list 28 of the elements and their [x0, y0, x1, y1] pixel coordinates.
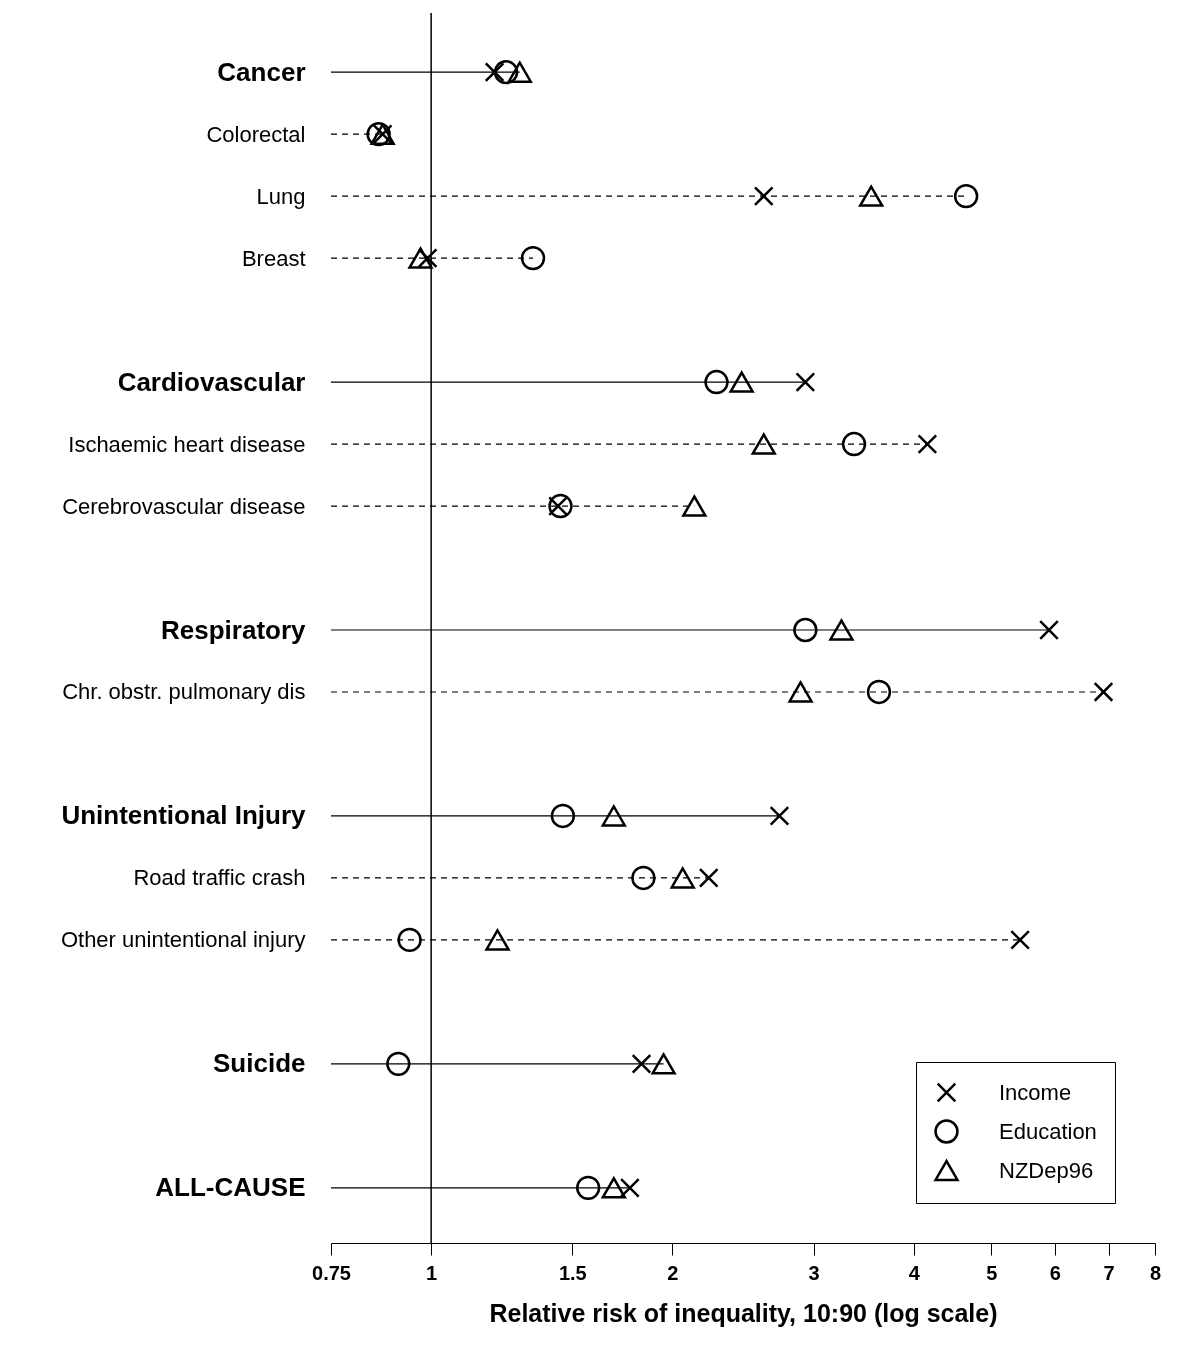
y-tick-label: Road traffic crash	[133, 865, 306, 891]
y-tick-label: Lung	[256, 183, 306, 209]
x-axis-title: Relative risk of inequality, 10:90 (log scale)	[489, 1298, 998, 1327]
y-tick-label: Unintentional Injury	[61, 800, 307, 831]
legend-label: NZDep96	[999, 1157, 1094, 1183]
x-tick-label: 0.75	[312, 1261, 351, 1284]
legend-label: Education	[999, 1118, 1097, 1144]
y-tick-label: Cardiovascular	[117, 366, 306, 397]
y-tick-label: ALL-CAUSE	[155, 1172, 306, 1203]
y-tick-label: Chr. obstr. pulmonary dis	[62, 679, 306, 705]
legend-label: Income	[999, 1079, 1072, 1105]
x-tick-label: 5	[986, 1261, 998, 1284]
y-tick-label: Ischaemic heart disease	[68, 431, 306, 457]
x-tick-label: 2	[667, 1261, 679, 1284]
x-tick-label: 7	[1103, 1261, 1115, 1284]
x-tick-label: 8	[1149, 1261, 1162, 1284]
y-tick-label: Respiratory	[161, 614, 307, 645]
y-tick-label: Colorectal	[206, 121, 306, 147]
y-tick-label: Breast	[241, 245, 306, 271]
x-tick-label: 1	[426, 1261, 438, 1284]
y-tick-label: Cancer	[217, 56, 306, 87]
x-tick-label: 3	[808, 1261, 820, 1284]
y-tick-label: Other unintentional injury	[60, 927, 306, 953]
x-tick-label: 6	[1049, 1261, 1061, 1284]
x-tick-label: 1.5	[558, 1261, 587, 1284]
x-tick-label: 4	[908, 1261, 921, 1284]
y-tick-label: Suicide	[213, 1048, 306, 1079]
y-tick-label: Cerebrovascular disease	[62, 493, 306, 519]
